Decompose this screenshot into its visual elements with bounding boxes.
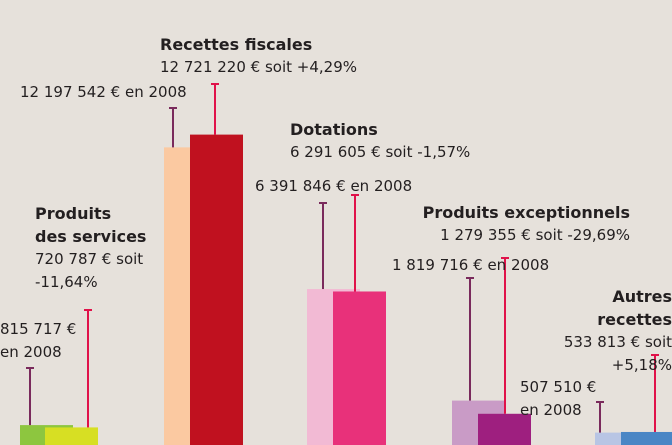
- series-name: en 2008: [124, 83, 187, 101]
- series-name: en 2008: [487, 256, 550, 274]
- bar: [45, 427, 98, 445]
- value-label: 6 291 605 €: [290, 143, 381, 161]
- change-label: soit -29,69%: [535, 226, 630, 244]
- old-value-label: 6 391 846 €: [255, 177, 346, 195]
- series-name: en 2008: [520, 401, 582, 419]
- old-value-label: 12 197 542 €: [20, 83, 121, 101]
- old-value-label: 1 819 716 €: [392, 256, 483, 274]
- bar: [190, 134, 243, 445]
- current-label: Dotations 6 291 605 € soit -1,57%: [290, 118, 540, 164]
- value-label: 1 279 355 €: [440, 226, 531, 244]
- category-name: Recettes fiscales: [160, 35, 313, 54]
- bar: [621, 431, 672, 445]
- value-line: 720 787 € soit -11,64%: [35, 248, 147, 294]
- current-label: Autres recettes 533 813 € soit +5,18%: [560, 285, 672, 377]
- category-name: Produits des services: [35, 204, 147, 246]
- old-label: 507 510 € en 2008: [520, 376, 600, 422]
- category-name: Dotations: [290, 120, 378, 139]
- category-title: Produits exceptionnels: [410, 201, 630, 224]
- category-name: Produits exceptionnels: [422, 203, 630, 222]
- bar: [333, 291, 386, 445]
- value-line: 6 291 605 € soit -1,57%: [290, 141, 540, 164]
- category-title: Dotations: [290, 118, 540, 141]
- current-label: Recettes fiscales 12 721 220 € soit +4,29…: [160, 33, 420, 79]
- value-label: 720 787 €: [35, 250, 112, 268]
- change-label: soit +5,18%: [611, 333, 672, 374]
- old-value-label: 507 510 €: [520, 378, 597, 396]
- series-name: en 2008: [0, 343, 62, 361]
- value-line: 533 813 € soit +5,18%: [560, 331, 672, 377]
- old-label: 12 197 542 € en 2008: [20, 81, 250, 104]
- value-label: 533 813 €: [563, 333, 641, 351]
- category-title: Autres recettes: [560, 285, 672, 331]
- change-label: soit -11,64%: [35, 250, 144, 291]
- old-label: 1 819 716 € en 2008: [392, 254, 612, 277]
- category-title: Produits des services: [35, 202, 147, 248]
- current-label: Produits exceptionnels 1 279 355 € soit -…: [410, 201, 630, 247]
- category-name: Autres recettes: [597, 287, 672, 329]
- change-label: soit -1,57%: [385, 143, 471, 161]
- value-line: 1 279 355 € soit -29,69%: [410, 224, 630, 247]
- category-title: Recettes fiscales: [160, 33, 420, 56]
- value-line: 12 721 220 € soit +4,29%: [160, 56, 420, 79]
- value-label: 12 721 220 €: [160, 58, 261, 76]
- old-label: 6 391 846 € en 2008: [255, 175, 485, 198]
- change-label: soit +4,29%: [264, 58, 358, 76]
- old-value-label: 815 717 €: [0, 320, 77, 338]
- series-name: en 2008: [350, 177, 413, 195]
- bar: [478, 413, 531, 445]
- current-label: Produits des services 720 787 € soit -11,…: [35, 202, 147, 294]
- old-label: 815 717 € en 2008: [0, 318, 90, 364]
